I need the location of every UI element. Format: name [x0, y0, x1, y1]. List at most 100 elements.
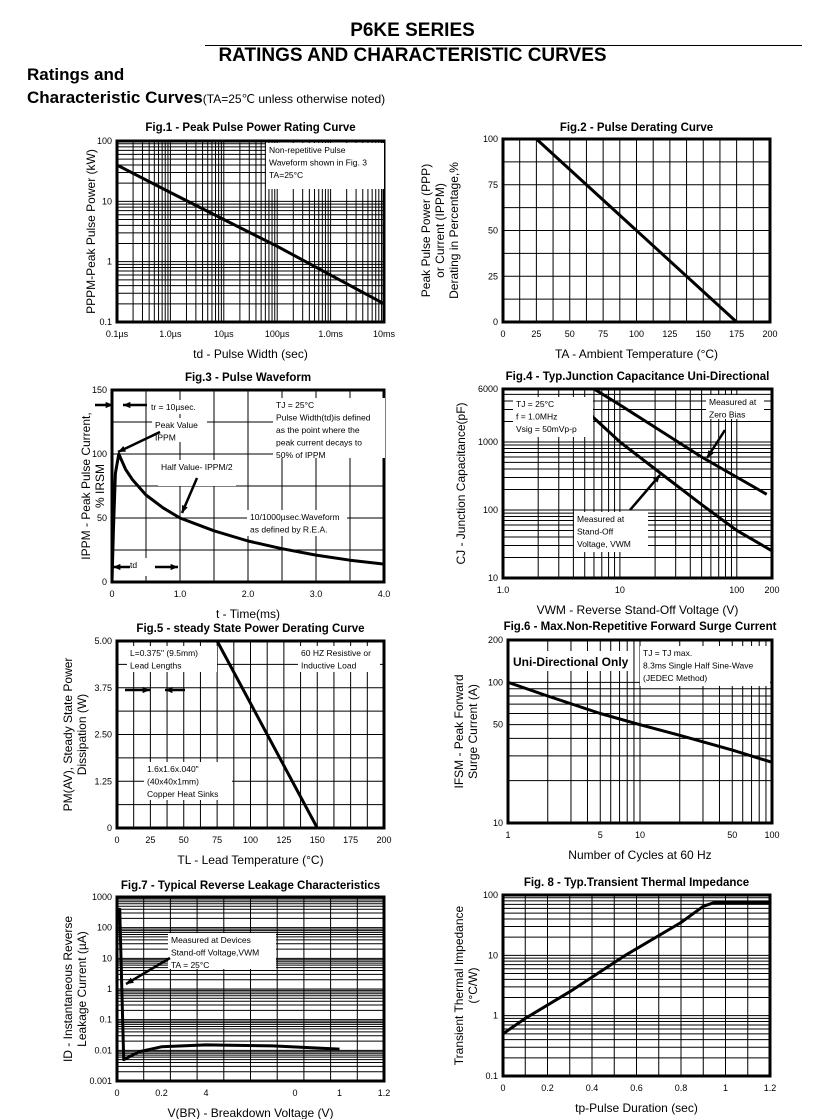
series-line: [116, 163, 385, 306]
series-line: [215, 640, 319, 829]
section-heading-line1: Ratings and: [27, 65, 125, 84]
arrow-head-icon: [142, 686, 150, 694]
y-axis-label: Leakage Current (µA): [75, 931, 89, 1047]
annotation-bg: [298, 646, 380, 672]
y-tick-label: 1: [107, 984, 112, 994]
plot-frame: [110, 388, 386, 584]
x-tick-label: 3.0: [310, 589, 323, 599]
x-tick-label: 0.2: [541, 1083, 554, 1093]
condition-note: (TA=25℃ unless otherwise noted): [202, 92, 386, 106]
x-tick-label: 25: [145, 835, 155, 845]
annotation-bg: [127, 646, 217, 672]
y-tick-label: 10: [102, 196, 112, 206]
annotation-text: TA=25°C: [269, 170, 303, 180]
section-heading-line2: Characteristic Curves(TA=25℃ unless othe…: [27, 88, 385, 108]
annotation-text: Copper Heat Sinks: [147, 789, 218, 799]
y-axis-label: or Current (IPPM): [433, 183, 447, 278]
series-line: [507, 680, 773, 764]
annotation-bg: [144, 762, 232, 800]
x-axis-label: t - Time(ms): [216, 607, 280, 621]
y-tick-label: 100: [483, 134, 498, 144]
y-tick-label: 50: [488, 226, 498, 236]
x-axis-label: TA - Ambient Temperature (°C): [555, 347, 718, 361]
y-axis-label: CJ - Junction Capacitance(pF): [454, 402, 468, 564]
arrow-head-icon: [170, 563, 178, 571]
y-axis-label: Derating in Percentage,%: [447, 162, 461, 299]
chart-fig2: Fig.2 - Pulse Derating Curve 0 25 50 75 100 12…: [419, 122, 778, 361]
annotation-bg: [706, 395, 764, 419]
y-tick-label: 25: [488, 271, 498, 281]
chart-title: Fig.2 - Pulse Derating Curve: [560, 122, 713, 134]
y-tick-label: 10: [488, 573, 498, 583]
chart-fig6: Fig.6 - Max.Non-Repetitive Forward Surge…: [452, 621, 780, 862]
annotation-text: Waveform shown in Fig. 3: [269, 158, 367, 168]
annotation-bg: [640, 646, 770, 686]
page-title: RATINGS AND CHARACTERISTIC CURVES: [218, 45, 607, 66]
annotation-text: TA = 25°C: [171, 960, 209, 970]
plot-frame: [115, 139, 386, 324]
series-line: [502, 901, 770, 1036]
x-tick-label: 100: [629, 329, 644, 339]
x-tick-label: 150: [310, 835, 325, 845]
x-tick-label: 0.8: [675, 1083, 688, 1093]
x-axis-label: TL - Lead Temperature (°C): [177, 853, 323, 867]
annotation-text: as defined by R.E.A.: [250, 525, 328, 535]
annotation-text: Voltage, VWM: [577, 539, 631, 549]
y-axis-label: Transient Thermal Impedance: [452, 905, 466, 1065]
y-tick-label: 10: [102, 953, 112, 963]
x-tick-label: 0: [109, 589, 114, 599]
y-tick-label: 6000: [478, 384, 498, 394]
x-tick-label: 50: [565, 329, 575, 339]
chart-fig1: Fig.1 - Peak Pulse Power Rating Curve 0.1…: [84, 122, 396, 361]
x-tick-label: 2.0: [242, 589, 255, 599]
x-axis-label: V(BR) - Breakdown Voltage (V): [167, 1106, 333, 1119]
chart-title: Fig.4 - Typ.Junction Capacitance Uni-Dir…: [506, 371, 770, 383]
y-tick-label: 50: [493, 720, 503, 730]
x-tick-label: 10: [635, 830, 645, 840]
chart-title: Fig.6 - Max.Non-Repetitive Forward Surge…: [504, 621, 777, 633]
annotation-text: Peak Value: [155, 420, 198, 430]
y-axis-label: ID - Instantaneous Reverse: [61, 916, 75, 1062]
y-axis-label: Surge Current (A): [466, 684, 480, 779]
x-tick-label: 200: [764, 585, 779, 595]
y-tick-label: 75: [488, 180, 498, 190]
x-tick-label: 10ms: [373, 329, 396, 339]
annotation-bg: [148, 400, 203, 414]
y-axis-label: Dissipation (W): [75, 694, 89, 775]
y-tick-label: 0: [493, 317, 498, 327]
title-rule: [205, 45, 802, 46]
annotation-text: 1.6x1.6x.040": [147, 764, 199, 774]
x-tick-label: 1.0ms: [318, 329, 343, 339]
x-tick-label: 0.1µs: [106, 329, 129, 339]
y-axis-label: % IRSM: [93, 464, 107, 508]
series-line: [110, 452, 385, 583]
x-tick-label: 150: [696, 329, 711, 339]
x-tick-label: 1: [337, 1088, 342, 1098]
x-tick-label: 125: [276, 835, 291, 845]
x-tick-label: 1.0: [174, 589, 187, 599]
x-tick-label: 0: [500, 329, 505, 339]
x-tick-label: 75: [598, 329, 608, 339]
x-tick-label: 125: [662, 329, 677, 339]
y-tick-label: 0.001: [89, 1076, 112, 1086]
annotation-text: TJ = 25°C: [516, 399, 554, 409]
y-tick-label: 0.1: [99, 1015, 112, 1025]
annotation-text: L=0.375" (9.5mm): [130, 648, 198, 658]
y-tick-label: 100: [483, 890, 498, 900]
y-tick-label: 150: [92, 385, 107, 395]
y-tick-label: 1000: [92, 892, 112, 902]
annotation-text: 60 HZ Resistive or: [301, 648, 371, 658]
annotation-text: TJ = 25°C: [276, 400, 314, 410]
x-tick-label: 100: [243, 835, 258, 845]
chart-fig7: Fig.7 - Typical Reverse Leakage Characte…: [61, 880, 390, 1119]
chart-fig5: Fig.5 - steady State Power Derating Curv…: [61, 623, 392, 867]
x-tick-label: 175: [343, 835, 358, 845]
annotation-text: Half Value- IPPM/2: [161, 462, 233, 472]
y-axis-label: PPPM-Peak Pulse Power (kW): [84, 149, 98, 314]
y-tick-label: 0.1: [485, 1071, 498, 1081]
x-tick-label: 1: [505, 830, 510, 840]
x-tick-label: 1.2: [378, 1088, 391, 1098]
chart-title: Fig.3 - Pulse Waveform: [185, 372, 311, 384]
annotation-text: (40x40x1mm): [147, 777, 199, 787]
